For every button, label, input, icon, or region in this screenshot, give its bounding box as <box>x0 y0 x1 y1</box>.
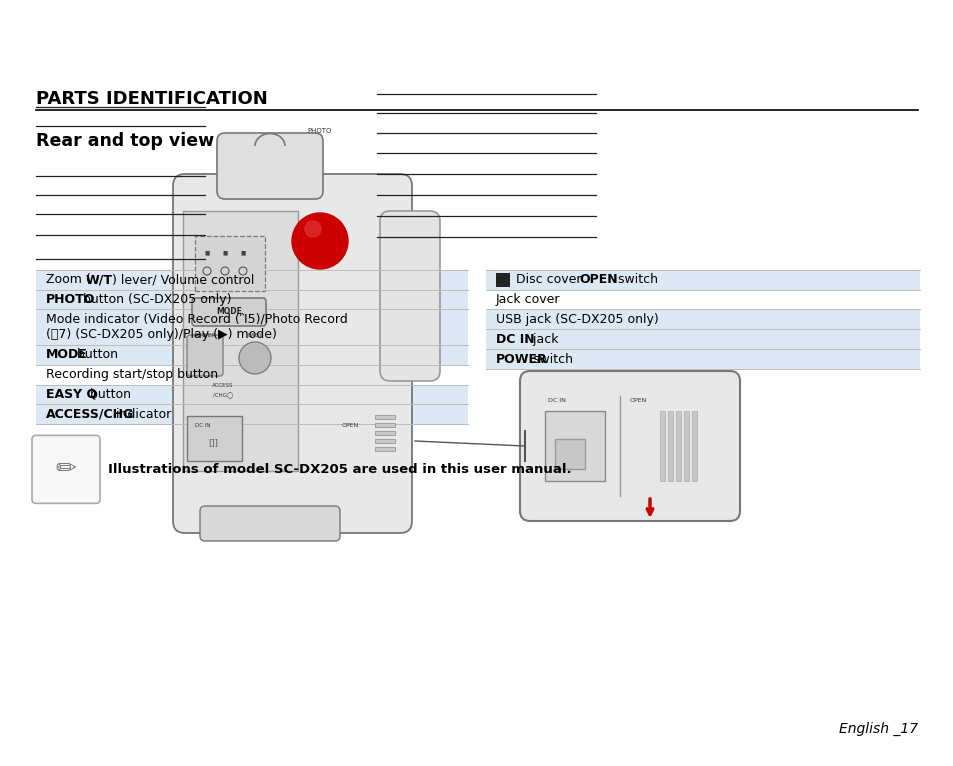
Bar <box>667 411 672 481</box>
Bar <box>36 270 468 290</box>
Bar <box>485 349 919 369</box>
Text: Disc cover: Disc cover <box>516 273 585 286</box>
Text: []]: []] <box>208 438 217 447</box>
Text: Recording start/stop button: Recording start/stop button <box>46 368 218 381</box>
Text: OPEN: OPEN <box>629 398 646 403</box>
Text: OPEN: OPEN <box>578 273 617 286</box>
Bar <box>375 447 395 451</box>
Bar <box>659 411 664 481</box>
Bar <box>375 439 395 443</box>
Text: ACCESS/CHG: ACCESS/CHG <box>46 408 134 421</box>
Bar <box>676 411 680 481</box>
Bar <box>544 411 604 481</box>
Bar <box>36 309 468 345</box>
Bar <box>691 411 697 481</box>
Text: ■: ■ <box>240 250 245 256</box>
Text: button: button <box>73 349 118 361</box>
Bar <box>36 290 468 309</box>
Bar <box>36 345 468 365</box>
Bar <box>375 431 395 435</box>
Text: USB jack (SC-DX205 only): USB jack (SC-DX205 only) <box>496 313 659 326</box>
Text: Rear and top view: Rear and top view <box>36 132 213 150</box>
Text: (὏7) (SC-DX205 only)/Play (▶) mode): (὏7) (SC-DX205 only)/Play (▶) mode) <box>46 329 276 342</box>
Circle shape <box>292 213 348 269</box>
Text: MODE: MODE <box>215 307 242 316</box>
Text: indicator: indicator <box>112 408 172 421</box>
FancyBboxPatch shape <box>200 506 339 541</box>
Bar <box>183 211 297 471</box>
Text: ) lever/ Volume control: ) lever/ Volume control <box>112 273 254 286</box>
Bar <box>555 439 584 469</box>
Text: POWER: POWER <box>193 333 216 338</box>
Text: ■: ■ <box>222 250 228 256</box>
Circle shape <box>239 342 271 374</box>
Text: ■: ■ <box>204 250 210 256</box>
Text: Mode indicator (Video Record (Ἲ5)/Photo Record: Mode indicator (Video Record (Ἲ5)/Photo … <box>46 313 348 326</box>
FancyBboxPatch shape <box>216 133 323 199</box>
Text: switch: switch <box>614 273 658 286</box>
Bar <box>375 415 395 419</box>
Text: ACCESS: ACCESS <box>212 383 233 388</box>
Text: EASY: EASY <box>247 333 263 338</box>
Text: Illustrations of model SC-DX205 are used in this user manual.: Illustrations of model SC-DX205 are used… <box>108 463 571 476</box>
Text: jack: jack <box>529 333 558 345</box>
Bar <box>485 309 919 329</box>
Bar <box>187 416 242 461</box>
FancyBboxPatch shape <box>519 371 740 521</box>
Text: DC IN: DC IN <box>547 398 565 403</box>
Bar <box>496 273 510 286</box>
Text: DC IN: DC IN <box>496 333 534 345</box>
Bar <box>36 404 468 424</box>
FancyBboxPatch shape <box>32 435 100 503</box>
FancyBboxPatch shape <box>379 211 439 381</box>
Text: /CHG◯: /CHG◯ <box>213 393 233 399</box>
Text: PARTS IDENTIFICATION: PARTS IDENTIFICATION <box>36 90 268 108</box>
Text: MODE: MODE <box>46 349 88 361</box>
Bar <box>36 385 468 404</box>
Bar <box>194 236 265 291</box>
Text: PHOTO: PHOTO <box>46 293 95 306</box>
Circle shape <box>305 221 320 237</box>
Text: Zoom (: Zoom ( <box>46 273 91 286</box>
FancyBboxPatch shape <box>187 335 223 376</box>
Text: W/T: W/T <box>86 273 112 286</box>
FancyBboxPatch shape <box>192 298 266 326</box>
Text: English _17: English _17 <box>838 722 917 736</box>
Text: PHOTO: PHOTO <box>308 128 332 134</box>
Text: DC IN: DC IN <box>194 423 211 428</box>
Bar <box>375 423 395 427</box>
Text: EASY Q: EASY Q <box>46 388 97 401</box>
Text: POWER: POWER <box>496 353 547 365</box>
Text: Jack cover: Jack cover <box>496 293 560 306</box>
Text: ✏: ✏ <box>55 457 76 481</box>
FancyBboxPatch shape <box>172 174 412 533</box>
Bar <box>485 329 919 349</box>
Text: OPEN: OPEN <box>341 423 358 428</box>
Bar <box>485 270 919 290</box>
Text: button: button <box>86 388 131 401</box>
Text: switch: switch <box>529 353 573 365</box>
Text: button (SC-DX205 only): button (SC-DX205 only) <box>79 293 232 306</box>
Bar <box>683 411 688 481</box>
